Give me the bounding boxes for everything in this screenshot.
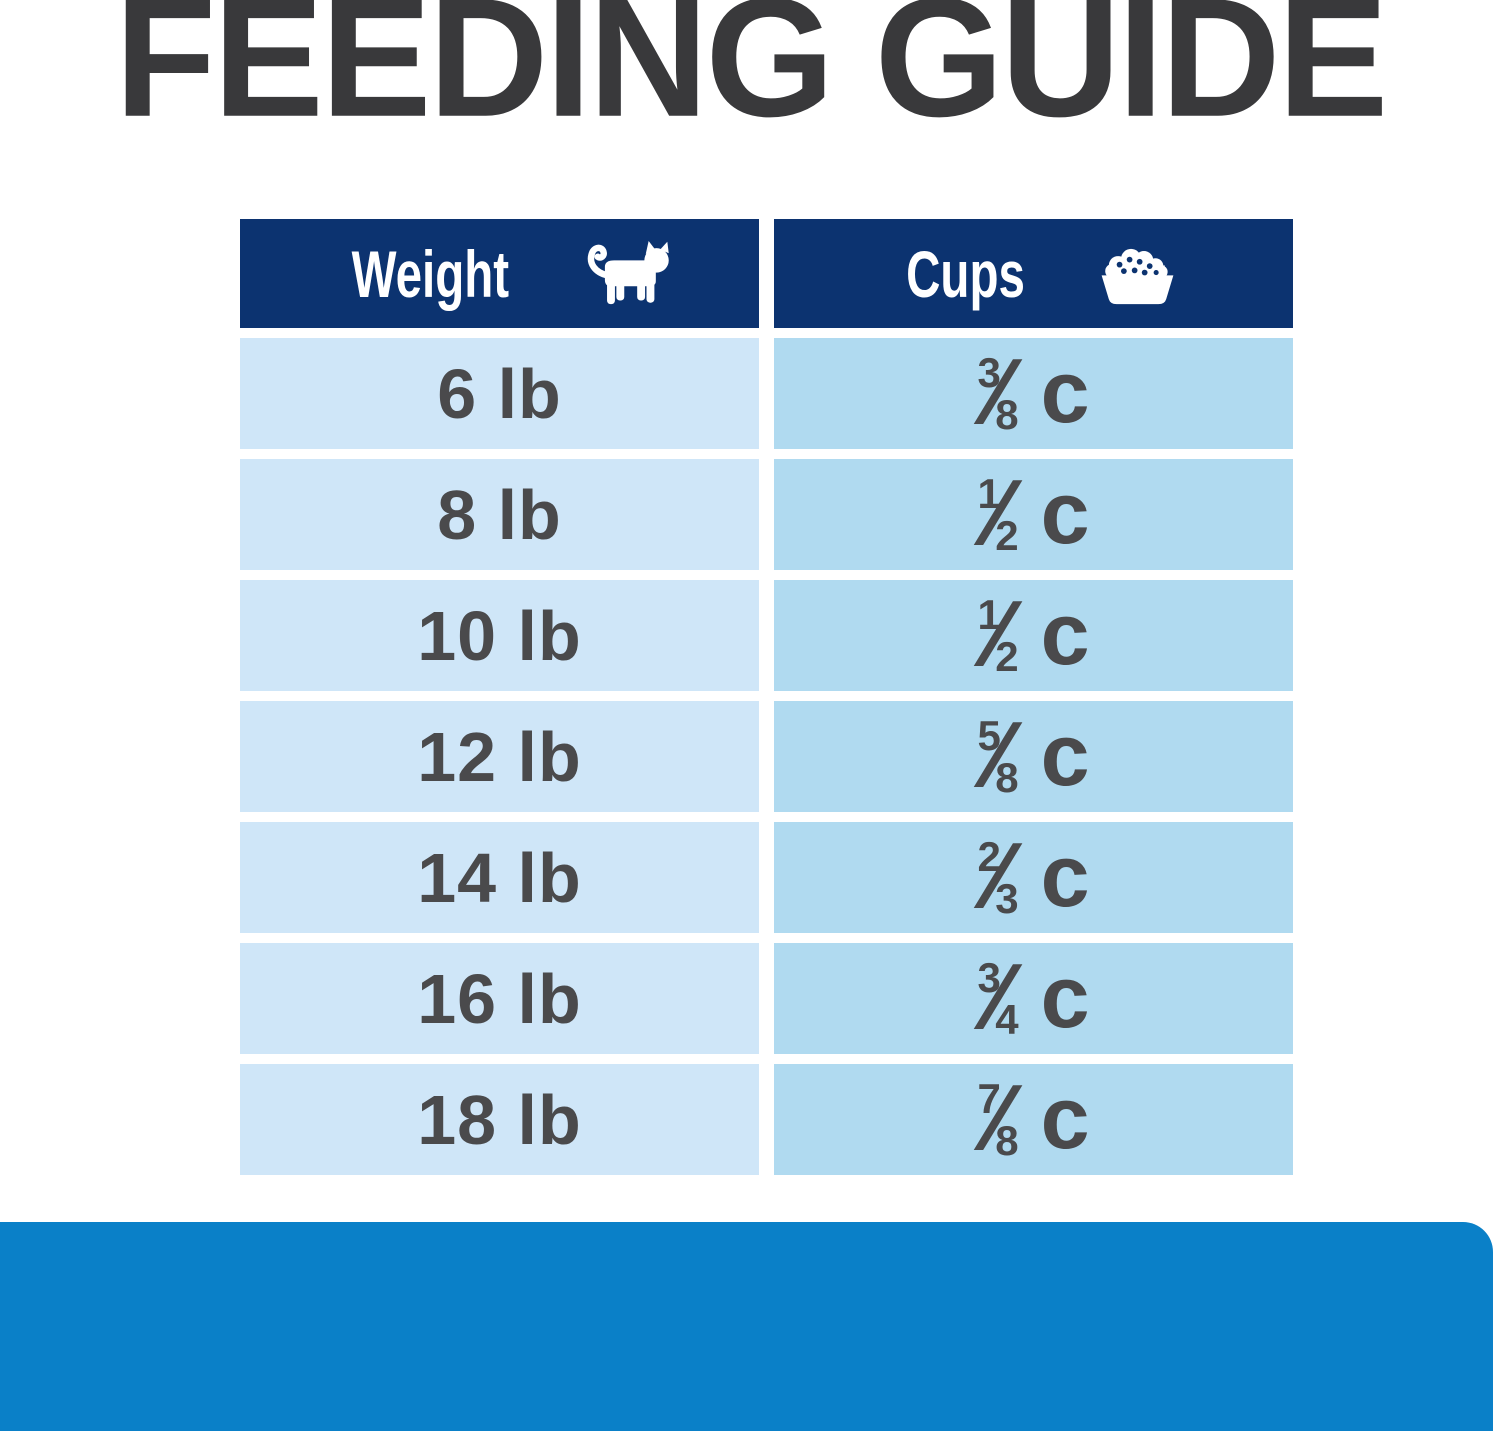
cups-cell: 7 ⁄ 8 c (774, 1064, 1293, 1175)
weight-value: 6 lb (437, 354, 562, 433)
weight-value: 14 lb (417, 838, 582, 917)
cups-cell: 1 ⁄ 2 c (774, 580, 1293, 691)
weight-value: 10 lb (417, 596, 582, 675)
cups-unit: c (1040, 704, 1090, 804)
cups-fraction: 5 ⁄ 8 (977, 706, 1019, 807)
fraction-denominator: 8 (995, 390, 1019, 438)
footer-bar (0, 1222, 1493, 1431)
feeding-table: Weight Cups (240, 219, 1293, 1175)
fraction-numerator: 3 (977, 348, 1001, 396)
cups-cell: 2 ⁄ 3 c (774, 822, 1293, 933)
page-title: FEEDING GUIDE (114, 0, 1389, 153)
cups-fraction: 1 ⁄ 2 (977, 585, 1019, 686)
cups-unit: c (1040, 462, 1090, 562)
fraction-slash: ⁄ (990, 464, 1006, 565)
cups-column-header: Cups (774, 219, 1293, 328)
weight-value: 16 lb (417, 959, 582, 1038)
weight-cell: 18 lb (240, 1064, 759, 1175)
cups-fraction: 7 ⁄ 8 (977, 1069, 1019, 1170)
fraction-slash: ⁄ (990, 343, 1006, 444)
cups-fraction: 3 ⁄ 4 (977, 948, 1019, 1049)
weight-header-label: Weight (351, 236, 510, 311)
fraction-slash: ⁄ (990, 1069, 1006, 1170)
cups-cell: 3 ⁄ 8 c (774, 338, 1293, 449)
weight-column-header: Weight (240, 219, 759, 328)
fraction-slash: ⁄ (990, 585, 1006, 686)
weight-cell: 16 lb (240, 943, 759, 1054)
fraction-numerator: 1 (977, 469, 1001, 517)
weight-cell: 8 lb (240, 459, 759, 570)
cups-cell: 1 ⁄ 2 c (774, 459, 1293, 570)
weight-value: 18 lb (417, 1080, 582, 1159)
food-bowl-icon (1090, 241, 1185, 307)
weight-value: 8 lb (437, 475, 562, 554)
fraction-slash: ⁄ (990, 827, 1006, 928)
weight-cell: 14 lb (240, 822, 759, 933)
cups-unit: c (1040, 341, 1090, 441)
fraction-denominator: 4 (995, 995, 1019, 1043)
fraction-numerator: 5 (977, 711, 1001, 759)
cups-fraction: 3 ⁄ 8 (977, 343, 1019, 444)
weight-cell: 10 lb (240, 580, 759, 691)
cups-fraction: 1 ⁄ 2 (977, 464, 1019, 565)
fraction-denominator: 3 (995, 874, 1019, 922)
fraction-numerator: 2 (977, 832, 1001, 880)
weight-cell: 12 lb (240, 701, 759, 812)
fraction-slash: ⁄ (990, 706, 1006, 807)
fraction-denominator: 8 (995, 753, 1019, 801)
fraction-numerator: 7 (977, 1074, 1001, 1122)
cat-icon (582, 240, 678, 307)
fraction-denominator: 2 (995, 511, 1019, 559)
fraction-denominator: 2 (995, 632, 1019, 680)
weight-cell: 6 lb (240, 338, 759, 449)
fraction-slash: ⁄ (990, 948, 1006, 1049)
cups-unit: c (1040, 825, 1090, 925)
cups-unit: c (1040, 946, 1090, 1046)
fraction-denominator: 8 (995, 1116, 1019, 1164)
fraction-numerator: 3 (977, 953, 1001, 1001)
cups-unit: c (1040, 1067, 1090, 1167)
cups-fraction: 2 ⁄ 3 (977, 827, 1019, 928)
cups-cell: 5 ⁄ 8 c (774, 701, 1293, 812)
cups-unit: c (1040, 583, 1090, 683)
fraction-numerator: 1 (977, 590, 1001, 638)
cups-cell: 3 ⁄ 4 c (774, 943, 1293, 1054)
cups-header-label: Cups (905, 236, 1025, 311)
weight-value: 12 lb (417, 717, 582, 796)
